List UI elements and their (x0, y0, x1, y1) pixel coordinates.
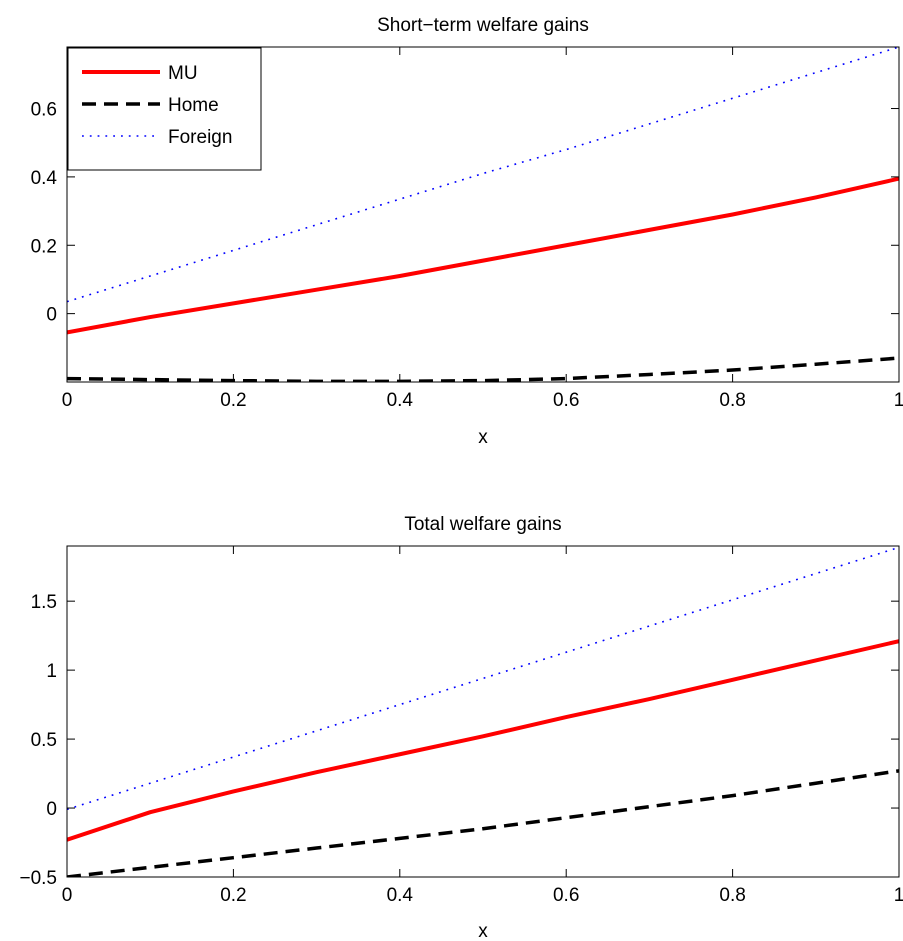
x-axis-label: x (478, 921, 488, 941)
series-line-mu (67, 176, 899, 335)
chart-panel-1: 0 0.2 0.4 0.6 0.8 1 0 0.2 0.4 0.6 Short−term welfa… (31, 15, 903, 448)
y-tick-label: 0.5 (31, 730, 57, 751)
series-line-home (67, 356, 899, 382)
x-tick-label: 0.2 (220, 390, 246, 411)
y-tick-label: 0.2 (31, 236, 57, 257)
legend-label-mu: MU (168, 63, 198, 84)
x-tick-label: 0.4 (387, 885, 414, 906)
legend-box (67, 47, 262, 171)
plot-area-frame (66, 545, 900, 878)
chart-title: Total welfare gains (404, 514, 561, 535)
plot-area-frame (66, 46, 900, 383)
x-tick-label: 0.8 (719, 885, 745, 906)
x-tick-label: 0 (62, 390, 73, 411)
series-group (67, 546, 899, 877)
y-tick-label: 0.6 (31, 100, 57, 121)
legend-label-foreign: Foreign (168, 127, 232, 148)
x-tick-label: 1 (894, 390, 903, 411)
x-tick-label: 1 (894, 885, 903, 906)
y-tick-label: 0 (46, 305, 57, 326)
y-tick-label: 0.4 (31, 168, 58, 189)
series-line-mu (67, 639, 899, 842)
y-tick-label: 1.5 (31, 592, 57, 613)
y-tick-label: 0 (46, 799, 57, 820)
series-line-foreign (67, 546, 899, 811)
series-line-home (67, 769, 899, 877)
x-tick-label: 0.6 (553, 885, 579, 906)
chart-title: Short−term welfare gains (377, 15, 589, 36)
x-axis-label: x (478, 427, 488, 448)
x-tick-label: 0.6 (553, 390, 579, 411)
y-tick-label: 1 (46, 661, 57, 682)
series-group (67, 47, 899, 382)
x-tick-label: 0.8 (719, 390, 745, 411)
x-tick-label: 0 (62, 885, 73, 906)
x-tick-label: 0.2 (220, 885, 246, 906)
legend-label-home: Home (168, 95, 219, 116)
y-tick-label: −0.5 (19, 868, 57, 889)
x-tick-label: 0.4 (387, 390, 414, 411)
legend: MU Home Foreign (67, 47, 262, 171)
